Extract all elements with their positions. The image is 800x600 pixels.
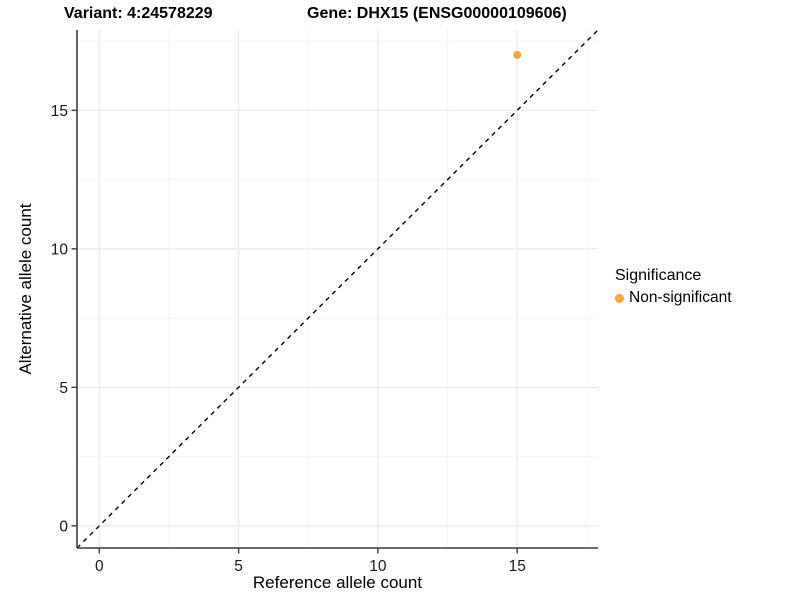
y-tick-label: 15: [51, 103, 68, 120]
legend-title: Significance: [615, 267, 702, 284]
y-tick-label: 0: [59, 518, 68, 535]
x-tick-label: 10: [369, 558, 387, 575]
legend: Significance Non-significant: [615, 267, 732, 307]
x-tick-label: 15: [509, 558, 526, 575]
x-axis-label: Reference allele count: [252, 573, 423, 592]
data-point: [513, 50, 522, 59]
x-tick-label: 0: [95, 558, 104, 575]
x-tick-label: 5: [234, 558, 243, 575]
legend-item: Non-significant: [615, 289, 732, 307]
y-tick-label: 10: [51, 241, 69, 258]
y-tick-label: 5: [59, 380, 68, 397]
circle-marker-icon: [615, 293, 624, 303]
legend-item-label: Non-significant: [629, 289, 732, 306]
plot-title-gene: Gene: DHX15 (ENSG00000109606): [307, 5, 567, 22]
y-axis-label: Alternative allele count: [16, 203, 35, 375]
identity-dashed-line: [76, 29, 599, 549]
plot-title-variant: Variant: 4:24578229: [64, 5, 213, 22]
